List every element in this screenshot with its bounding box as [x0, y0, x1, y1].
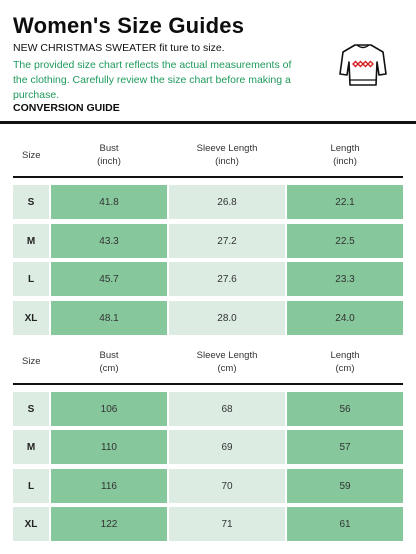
header-length: Length (inch): [287, 142, 403, 168]
subtitle: NEW CHRISTMAS SWEATER fit ture to size.: [13, 42, 225, 54]
size-cell: XL: [13, 507, 49, 541]
length-cell: 61: [287, 507, 403, 541]
header-sleeve-label: Sleeve Length: [196, 143, 258, 154]
bust-cell: 45.7: [51, 262, 167, 296]
bust-cell: 106: [51, 392, 167, 426]
header-length-unit: (cm): [335, 363, 355, 374]
conversion-guide-label: CONVERSION GUIDE: [13, 102, 120, 114]
header-length-unit: (inch): [333, 156, 357, 167]
length-cell: 56: [287, 392, 403, 426]
sleeve-cell: 70: [169, 469, 285, 503]
size-cell: M: [13, 430, 49, 464]
header-bust: Bust (inch): [51, 142, 167, 168]
bust-cell: 48.1: [51, 301, 167, 335]
header-bust-unit: (inch): [97, 156, 121, 167]
size-cell: L: [13, 469, 49, 503]
header-bust-label: Bust: [99, 143, 119, 154]
header-bust-label: Bust: [99, 350, 119, 361]
length-cell: 59: [287, 469, 403, 503]
bust-cell: 110: [51, 430, 167, 464]
sweater-icon: [339, 44, 387, 86]
table-header-rule: [13, 176, 403, 178]
size-chart-note: The provided size chart reflects the act…: [13, 59, 292, 101]
length-cell: 22.1: [287, 185, 403, 219]
header-sleeve: Sleeve Length (inch): [169, 142, 285, 168]
size-cell: S: [13, 185, 49, 219]
header-length-label: Length: [330, 143, 360, 154]
length-cell: 23.3: [287, 262, 403, 296]
sleeve-cell: 68: [169, 392, 285, 426]
size-cell: S: [13, 392, 49, 426]
sleeve-cell: 28.0: [169, 301, 285, 335]
header-length-label: Length: [330, 350, 360, 361]
length-cell: 24.0: [287, 301, 403, 335]
size-cell: L: [13, 262, 49, 296]
header-sleeve-label: Sleeve Length: [196, 350, 258, 361]
sleeve-cell: 27.6: [169, 262, 285, 296]
header-length: Length (cm): [287, 349, 403, 375]
length-cell: 57: [287, 430, 403, 464]
bust-cell: 41.8: [51, 185, 167, 219]
size-cell: XL: [13, 301, 49, 335]
sleeve-cell: 69: [169, 430, 285, 464]
header-bust: Bust (cm): [51, 349, 167, 375]
sleeve-cell: 26.8: [169, 185, 285, 219]
header-size: Size: [22, 150, 41, 161]
page-title: Women's Size Guides: [13, 13, 245, 38]
divider: [0, 121, 416, 124]
table-header-rule: [13, 383, 403, 385]
sleeve-cell: 27.2: [169, 224, 285, 258]
length-cell: 22.5: [287, 224, 403, 258]
bust-cell: 43.3: [51, 224, 167, 258]
header-sleeve-unit: (cm): [217, 363, 237, 374]
header-size: Size: [22, 356, 41, 367]
bust-cell: 122: [51, 507, 167, 541]
header-sleeve-unit: (inch): [215, 156, 239, 167]
sleeve-cell: 71: [169, 507, 285, 541]
size-cell: M: [13, 224, 49, 258]
header-bust-unit: (cm): [99, 363, 119, 374]
header-sleeve: Sleeve Length (cm): [169, 349, 285, 375]
bust-cell: 116: [51, 469, 167, 503]
